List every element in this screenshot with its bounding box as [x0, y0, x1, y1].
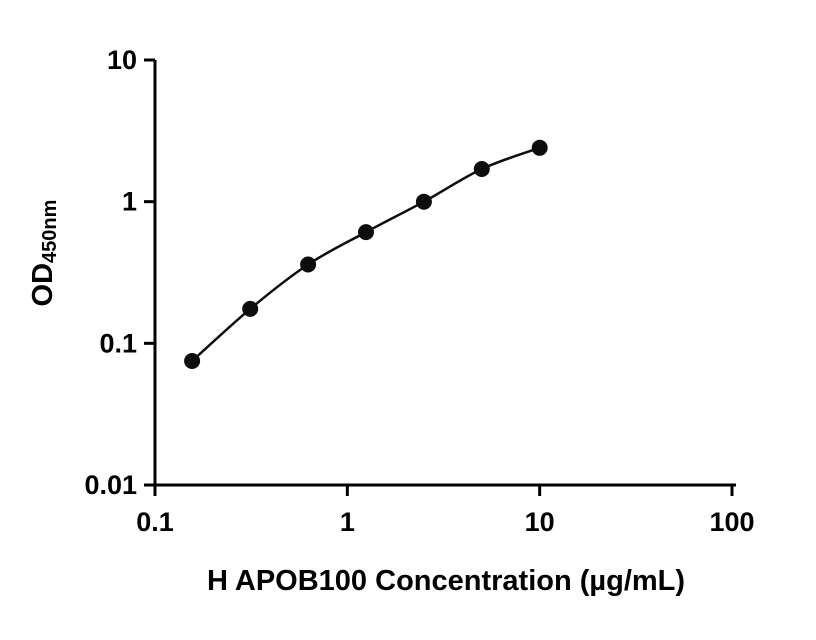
data-point	[300, 256, 317, 273]
svg-text:OD450nm: OD450nm	[27, 200, 61, 307]
y-tick-label: 10	[107, 45, 137, 75]
axes	[153, 60, 736, 487]
data-point	[531, 139, 548, 156]
x-tick-label: 1	[340, 507, 355, 537]
x-tick-label: 10	[525, 507, 555, 537]
tick-labels: 0.1 1 10 100 0.01 0.1 1 10	[84, 45, 754, 537]
y-axis-title-main: OD	[27, 263, 59, 307]
x-tick-label: 0.1	[136, 507, 174, 537]
data-point	[242, 300, 259, 317]
data-point	[473, 161, 490, 177]
y-axis-title: OD450nm	[27, 200, 61, 307]
plot-area	[184, 139, 548, 369]
data-point	[184, 353, 201, 369]
fit-curve	[191, 146, 541, 362]
y-tick-label: 0.01	[84, 470, 137, 500]
y-tick-label: 0.1	[99, 328, 137, 358]
y-tick-label: 1	[122, 187, 137, 217]
y-axis-title-subscript: 450nm	[39, 200, 61, 263]
data-point	[358, 224, 374, 241]
x-tick-label: 100	[709, 507, 754, 537]
data-point	[415, 193, 432, 210]
tick-marks	[144, 58, 734, 496]
x-axis-title: H APOB100 Concentration (µg/mL)	[207, 565, 685, 597]
